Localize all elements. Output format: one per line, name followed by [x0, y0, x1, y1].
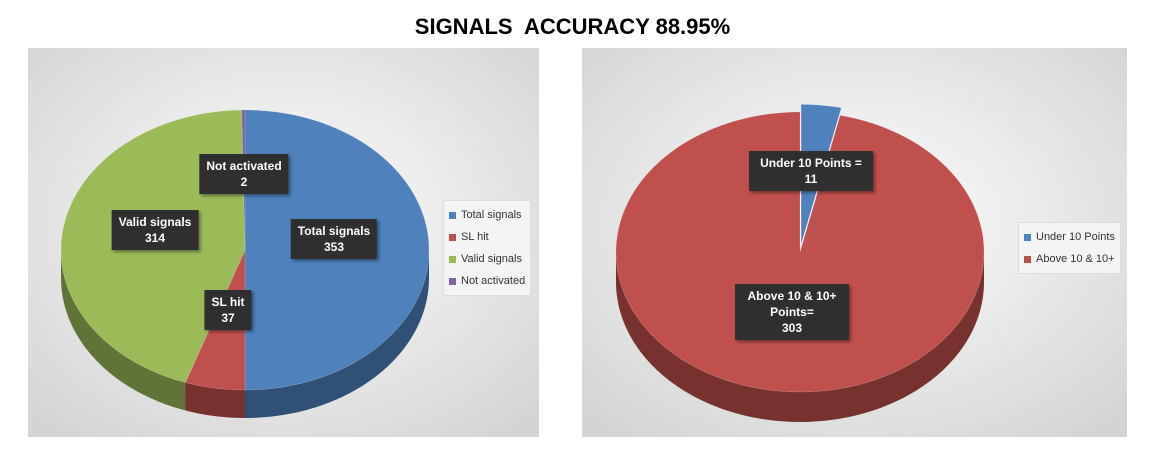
- data-label-name: Total signals: [297, 224, 371, 238]
- legend-swatch: [1024, 255, 1031, 263]
- data-label: Under 10 Points = 11: [749, 151, 873, 191]
- data-label-value: 303: [781, 321, 803, 335]
- pie-slice-side: [61, 250, 186, 411]
- data-label-value: 11: [804, 172, 818, 186]
- data-label-name: Valid signals: [118, 215, 192, 229]
- legend-item: SL hit: [449, 226, 525, 248]
- legend-item: Valid signals: [449, 248, 525, 270]
- data-label-value: 37: [221, 311, 235, 325]
- legend: Total signals SL hit Valid signals Not acti…: [443, 200, 532, 296]
- legend-item: Above 10 & 10+: [1024, 248, 1115, 270]
- legend-label: Above 10 & 10+: [1036, 253, 1115, 265]
- data-label-value: 353: [323, 240, 345, 254]
- data-label: SL hit 37: [204, 290, 252, 330]
- legend-swatch: [1024, 233, 1031, 241]
- pie-slice-side: [616, 252, 984, 422]
- data-label: Total signals 353: [290, 219, 378, 259]
- data-label: Valid signals 314: [111, 210, 199, 250]
- legend-label: Total signals: [461, 209, 522, 221]
- legend-label: SL hit: [461, 231, 489, 243]
- data-label-value: 314: [144, 231, 166, 245]
- legend-swatch: [449, 255, 456, 263]
- data-label-name: SL hit: [211, 295, 245, 309]
- legend-item: Not activated: [449, 270, 525, 292]
- data-label-name: Under 10 Points =: [760, 156, 862, 170]
- legend-label: Valid signals: [461, 253, 522, 265]
- pie-slice-side: [245, 250, 429, 418]
- legend-label: Not activated: [461, 275, 526, 287]
- pie-slice: [615, 111, 985, 393]
- legend-label: Under 10 Points: [1036, 231, 1115, 243]
- data-label: Above 10 & 10+ Points= 303: [735, 284, 849, 340]
- legend: Under 10 Points Above 10 & 10+: [1018, 222, 1121, 274]
- page-title: SIGNALS ACCURACY 88.95%: [414, 14, 731, 39]
- data-label: Not activated 2: [199, 154, 289, 194]
- legend-item: Total signals: [449, 204, 525, 226]
- legend-swatch: [449, 211, 456, 219]
- legend-item: Under 10 Points: [1024, 226, 1115, 248]
- pie-slice-side: [185, 382, 245, 418]
- legend-swatch: [449, 277, 456, 285]
- data-label-name: Above 10 & 10+ Points=: [747, 289, 837, 319]
- data-label-value: 2: [240, 175, 248, 189]
- legend-swatch: [449, 233, 456, 241]
- data-label-name: Not activated: [206, 159, 282, 173]
